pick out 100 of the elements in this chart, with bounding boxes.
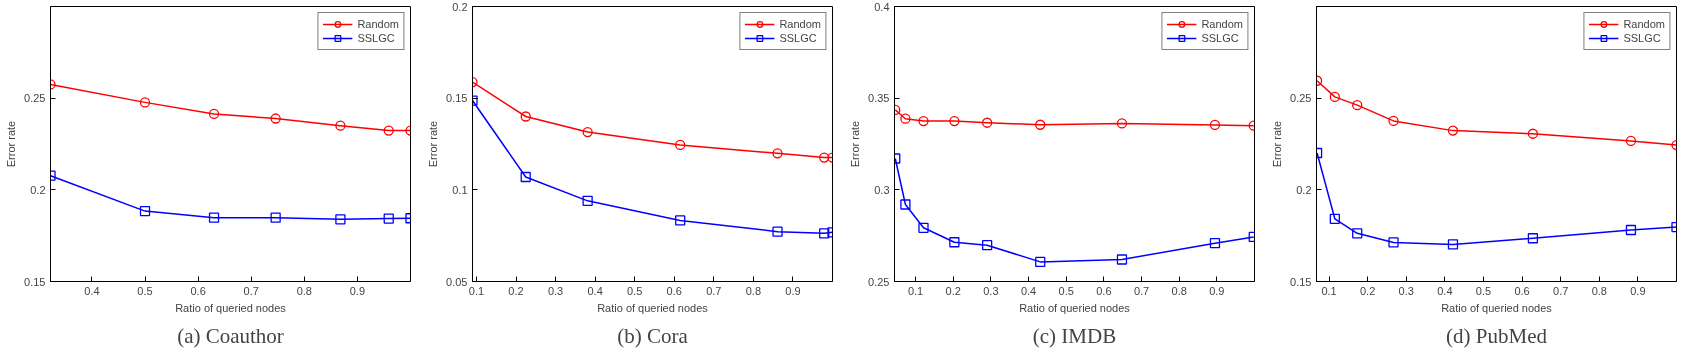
x-tick-label: 0.6 [190,284,206,297]
y-tick-label: 0.2 [30,183,46,196]
point [1388,237,1399,248]
x-tick-label: 0.8 [296,284,312,297]
point [208,212,220,223]
legend-label: SSLGC [1201,31,1239,45]
point [819,152,830,163]
x-axis-title: Ratio of queried nodes [597,301,709,314]
x-tick-label: 0.1 [907,284,924,297]
point [1329,91,1340,103]
point [1035,119,1046,130]
point [1527,233,1539,244]
y-axis-title: Error rate [5,120,18,168]
point [1352,99,1363,111]
y-tick-label: 0.4 [874,0,890,13]
x-tick-label: 0.7 [706,284,722,297]
point [1329,213,1340,224]
y-tick-label: 0.15 [1290,275,1312,288]
point [900,199,911,210]
point [270,212,281,223]
text: (b) Cora [617,323,689,348]
x-tick-label: 0.5 [1058,284,1074,297]
x-tick-label: 0.3 [983,284,999,297]
x-tick-label: 0.6 [1514,284,1530,297]
y-axis-title: Error rate [1271,120,1284,168]
y-tick-label: 0.15 [24,275,46,288]
point [383,125,394,136]
x-tick-label: 0.7 [1133,284,1150,297]
point [335,214,346,225]
point [675,139,686,151]
x-axis-title: Ratio of queried nodes [1441,301,1553,314]
point [520,171,531,183]
point [1447,239,1459,250]
legend-label: Random [1201,17,1243,31]
point [208,108,220,120]
point [139,205,151,217]
x-tick-label: 0.5 [1475,284,1492,297]
x-tick-label: 0.8 [745,284,762,297]
y-tick-label: 0.2 [452,0,468,13]
point [981,240,993,251]
text: (a) Coauthor [177,323,284,348]
point [949,237,960,248]
x-tick-label: 0.2 [945,284,961,297]
y-tick-label: 0.05 [446,275,468,288]
point [520,111,531,122]
y-tick-label: 0.25 [24,92,46,105]
x-tick-label: 0.3 [547,284,564,297]
point [1447,125,1459,136]
point [1625,135,1637,147]
point [1625,224,1637,236]
x-tick-label: 0.2 [508,284,524,297]
point [772,226,783,237]
x-tick-label: 0.3 [1398,284,1414,297]
x-tick-label: 0.4 [1020,284,1037,297]
x-tick-label: 0.8 [1591,284,1607,297]
legend-label: SSLGC [357,31,395,45]
y-tick-label: 0.25 [868,275,890,288]
x-axis-title: Ratio of queried nodes [1019,301,1131,314]
point [139,97,151,108]
legend-label: SSLGC [1623,31,1661,45]
x-tick-label: 0.6 [666,284,682,297]
x-tick-label: 0.7 [1553,284,1569,297]
point [675,215,686,226]
y-axis-title: Error rate [427,120,440,168]
point [949,115,960,127]
y-tick-label: 0.15 [446,92,468,105]
point [1527,128,1539,139]
x-tick-label: 0.9 [1209,284,1225,297]
x-tick-label: 0.2 [1360,284,1376,297]
point [582,126,593,138]
x-tick-label: 0.1 [1321,284,1337,297]
point [1209,238,1221,249]
point [918,115,929,127]
point [772,148,783,159]
x-tick-label: 0.4 [84,284,100,297]
point [1209,119,1221,131]
legend-label: SSLGC [779,31,817,45]
point [1116,254,1128,265]
x-tick-label: 0.5 [137,284,153,297]
point [900,113,911,124]
x-tick-label: 0.9 [785,284,801,297]
x-tick-label: 0.9 [1630,284,1646,297]
x-tick-label: 0.1 [468,284,485,297]
point [1035,256,1046,268]
y-axis-title: Error rate [849,120,862,168]
y-tick-label: 0.35 [868,92,890,105]
legend-label: Random [357,17,399,31]
x-tick-label: 0.8 [1171,284,1187,297]
text: (d) PubMed [1446,323,1548,348]
y-tick-label: 0.3 [874,183,890,196]
point [918,222,929,233]
legend-label: Random [1623,17,1665,31]
point [819,228,830,239]
y-tick-label: 0.1 [452,183,468,196]
point [383,213,394,224]
point [335,120,346,131]
point [1116,118,1128,129]
text: (c) IMDB [1032,323,1117,348]
y-tick-label: 0.25 [1290,92,1312,105]
point [270,113,281,124]
